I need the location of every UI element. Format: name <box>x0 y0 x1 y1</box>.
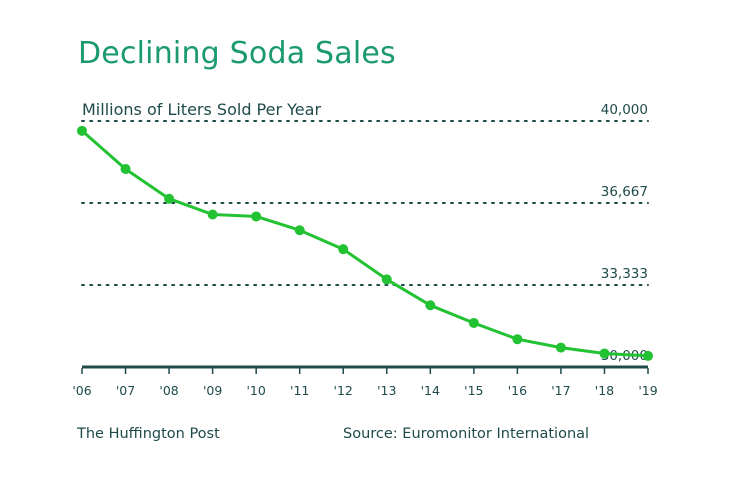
data-point <box>643 350 653 361</box>
x-tick-label: '09 <box>203 383 222 398</box>
data-point <box>555 342 566 353</box>
chart-subtitle: Millions of Liters Sold Per Year <box>82 100 322 119</box>
data-point <box>599 348 610 359</box>
x-tick-label: '19 <box>638 383 657 398</box>
data-point <box>294 225 305 236</box>
chart-title: Declining Soda Sales <box>78 36 396 71</box>
x-tick-label: '08 <box>159 383 178 398</box>
data-point <box>207 209 218 220</box>
x-tick-label: '15 <box>464 383 483 398</box>
x-tick-label: '10 <box>246 383 265 398</box>
x-tick-label: '07 <box>116 383 135 398</box>
data-point <box>425 300 436 311</box>
x-tick-label: '14 <box>421 383 440 398</box>
x-tick-label: '12 <box>334 383 353 398</box>
data-point <box>381 274 392 285</box>
data-point <box>77 125 87 136</box>
x-tick-label: '11 <box>290 383 309 398</box>
data-point <box>338 244 349 255</box>
x-tick-label: '17 <box>551 383 570 398</box>
series-line <box>80 129 650 358</box>
data-point <box>120 163 131 174</box>
y-tick-label: 33,333 <box>601 266 648 282</box>
data-point <box>251 211 262 222</box>
x-tick-label: '16 <box>508 383 527 398</box>
x-tick-label: '06 <box>72 383 91 398</box>
data-point <box>512 334 523 345</box>
footer-source: Source: Euromonitor International <box>343 426 590 442</box>
y-tick-label: 36,667 <box>601 184 648 200</box>
y-tick-label: 40,000 <box>601 102 648 118</box>
footer-publisher: The Huffington Post <box>77 426 220 442</box>
data-point <box>164 193 175 204</box>
x-tick-label: '13 <box>377 383 396 398</box>
x-tick-label: '18 <box>595 383 614 398</box>
data-point <box>468 317 479 328</box>
